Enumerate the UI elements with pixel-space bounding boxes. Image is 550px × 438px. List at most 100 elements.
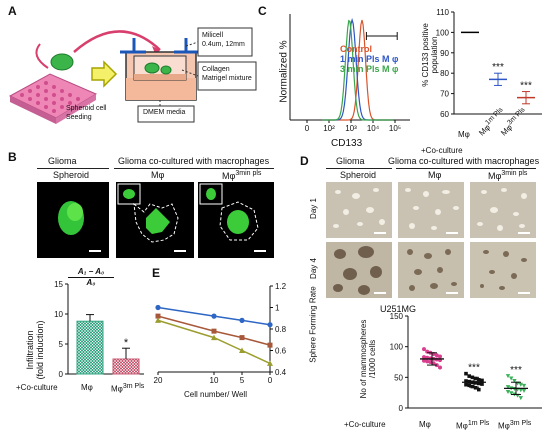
b-sub-spheroid: Spheroid	[53, 170, 90, 180]
d-point	[518, 396, 523, 401]
c-scatter-y-tick-label: 70	[440, 90, 449, 99]
d-point	[518, 388, 523, 393]
phase-day4-spheroid	[326, 242, 392, 298]
e-ylabel: Sphere Forming Rate	[308, 286, 318, 363]
seeding-label: Spheroid cell Seeding	[66, 105, 107, 121]
phase-day4-mphi	[398, 242, 464, 298]
d-sub-spheroid: Spheroid	[340, 170, 377, 180]
b-coculture-label: +Co-culture	[16, 383, 58, 392]
e-point	[155, 304, 161, 311]
micrograph-spheroid	[37, 182, 109, 258]
c-hist-x-tick-label: 0	[305, 124, 310, 133]
c-scatter-significance: ***	[492, 62, 504, 73]
b-header-glioma: Glioma	[48, 156, 77, 166]
d-point	[431, 361, 436, 366]
c-scatter-significance: ***	[520, 81, 532, 92]
d-point	[422, 355, 426, 360]
b-cat2: Mφ3m Pls	[111, 383, 145, 394]
d-y-tick-label: 0	[399, 404, 404, 413]
c-scatter-y-tick-label: 110	[436, 8, 449, 17]
d-cellline: U251MG	[380, 304, 417, 314]
d-point	[464, 382, 468, 387]
b-significance: *	[124, 337, 129, 349]
e-y-tick-label: 1	[275, 304, 280, 313]
e-point	[267, 342, 273, 348]
c-cat1: Mφ	[458, 130, 470, 139]
e-line-chart: 20 10 5 00.4 0.6 0.8 1 1.2	[154, 282, 287, 385]
panel-label-d: D	[300, 154, 309, 168]
d-point	[434, 353, 439, 358]
c-scatter-y-tick-label: 60	[440, 110, 449, 119]
d-significance: ***	[468, 363, 480, 374]
d-point	[505, 385, 511, 390]
d-y-tick-label: 50	[394, 373, 403, 382]
d-point	[505, 390, 511, 395]
c-hist-curve	[322, 19, 393, 121]
e-point	[211, 313, 217, 319]
c-histogram: 0 10² 10³ 10⁴ 10⁵	[289, 14, 410, 133]
b-y-tick-label: 15	[54, 280, 63, 289]
d-point	[422, 347, 426, 352]
e-point	[239, 317, 245, 323]
e-xlabel: Cell number/ Well	[184, 390, 247, 399]
e-point	[239, 335, 245, 341]
b-y-tick-label: 10	[54, 310, 63, 319]
d-cat2: Mφ1m Pls	[456, 420, 490, 431]
d-point	[473, 385, 478, 390]
d-row-day1: Day 1	[308, 198, 318, 219]
c-coculture-label: +Co-culture	[421, 146, 463, 155]
d-point	[467, 383, 471, 388]
c-scatter-y-tick-label: 90	[440, 49, 449, 58]
c-scatter-chart: 60 70 80 90 100 110 *** ***	[436, 8, 542, 119]
c-legend-1min: 1 min Pls M φ	[340, 54, 399, 64]
gel-label: Collagen Matrigel mixture	[202, 66, 252, 82]
e-x-tick-label: 0	[268, 376, 273, 385]
insert-label: Milicell 0.4um, 12mm	[202, 32, 245, 48]
e-series-line	[157, 319, 271, 365]
b-cat1: Mφ	[81, 383, 93, 392]
d-point	[477, 381, 481, 386]
phase-day1-mphi	[398, 182, 464, 238]
e-point	[267, 322, 273, 328]
e-x-tick-label: 10	[210, 376, 219, 385]
d-point	[428, 360, 433, 364]
phase-day4-mphi3	[470, 242, 536, 298]
d-point	[467, 374, 471, 378]
c-legend-3min: 3 min Pls M φ	[340, 64, 399, 74]
e-point	[267, 360, 273, 366]
d-cat3: Mφ3m Pls	[498, 420, 532, 431]
e-y-tick-label: 0.4	[275, 368, 287, 377]
b-y-tick-label: 5	[59, 340, 64, 349]
panel-label-b: B	[8, 150, 17, 164]
e-point	[155, 317, 161, 323]
b-bar-chart: 0 5 10 15 *	[54, 280, 144, 379]
panel-a-schematic	[8, 27, 257, 124]
panel-label-a: A	[8, 4, 17, 18]
d-point	[509, 391, 514, 396]
d-point	[518, 382, 523, 387]
d-point	[505, 374, 511, 379]
e-x-tick-label: 5	[240, 376, 245, 385]
transfer-arrow-1	[35, 43, 49, 69]
panel-label-c: C	[258, 4, 267, 18]
d-point	[477, 387, 481, 392]
d-point	[425, 359, 430, 364]
d-point	[480, 378, 484, 383]
e-point	[239, 347, 245, 353]
c-scatter-y-tick-label: 80	[440, 69, 449, 78]
phase-day1-mphi3	[470, 182, 536, 238]
b-sub-mphi3: Mφ3min pls	[222, 170, 262, 181]
d-point	[521, 388, 527, 393]
e-y-tick-label: 0.8	[275, 325, 287, 334]
d-point	[473, 376, 478, 381]
b-formula: A₁ − A₀ A₀	[60, 267, 122, 287]
spheroid-icon	[50, 53, 74, 71]
b-bar	[112, 358, 140, 375]
micrograph-mphi	[116, 182, 194, 258]
c-scatter-y-tick-label: 100	[436, 28, 450, 37]
e-point	[155, 313, 161, 319]
d-point	[477, 377, 481, 382]
d-point	[512, 379, 517, 384]
d-point	[470, 384, 475, 389]
b-header-cocultured: Glioma co-cultured with macrophages	[118, 156, 270, 166]
